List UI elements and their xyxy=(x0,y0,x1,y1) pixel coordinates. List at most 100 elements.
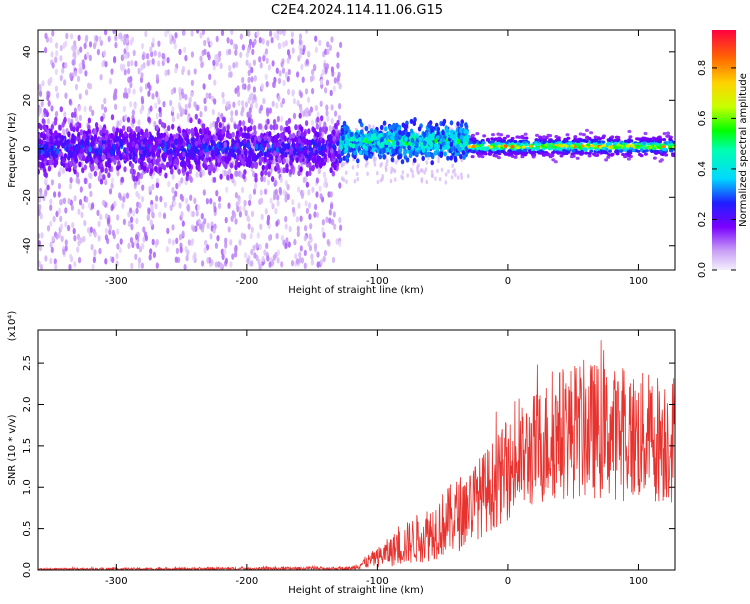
heatmap-cell xyxy=(289,159,293,166)
heatmap-cell xyxy=(102,174,106,181)
heatmap-cell xyxy=(177,168,181,175)
heatmap-cell xyxy=(372,134,377,140)
heatmap-cell xyxy=(212,139,216,146)
heatmap-cell xyxy=(65,162,69,169)
heatmap-cell xyxy=(230,215,234,223)
heatmap-cell xyxy=(433,150,438,156)
heatmap-cell xyxy=(124,53,128,60)
heatmap-cell xyxy=(217,111,221,119)
heatmap-cell xyxy=(309,75,313,83)
heatmap-cell xyxy=(404,123,409,130)
heatmap-cell xyxy=(300,63,304,71)
heatmap-cell xyxy=(303,130,307,137)
heatmap-cell xyxy=(339,224,343,231)
heatmap-cell xyxy=(353,150,357,156)
heatmap-cell xyxy=(65,32,69,40)
heatmap-cell xyxy=(325,109,329,117)
heatmap-cell xyxy=(606,141,611,145)
heatmap-cell xyxy=(284,215,288,223)
heatmap-cell xyxy=(189,117,193,124)
heatmap-cell xyxy=(69,177,73,184)
heatmap-cell xyxy=(306,50,311,57)
heatmap-cell xyxy=(206,257,210,264)
heatmap-cell xyxy=(285,120,289,127)
heatmap-cell xyxy=(147,207,151,215)
heatmap-cell xyxy=(297,130,301,137)
heatmap-cell xyxy=(171,106,175,113)
heatmap-cell xyxy=(439,151,444,157)
heatmap-cell xyxy=(134,253,138,260)
heatmap-cell xyxy=(430,169,434,175)
heatmap-cell xyxy=(314,203,318,211)
heatmap-cell xyxy=(44,143,49,150)
heatmap-cell xyxy=(278,70,282,77)
heatmap-cell xyxy=(118,32,122,40)
heatmap-cell xyxy=(308,170,312,177)
heatmap-cell xyxy=(39,124,43,131)
heatmap-cell xyxy=(170,88,174,96)
heatmap-cell xyxy=(331,170,335,177)
heatmap-cell xyxy=(400,174,403,179)
heatmap-cell xyxy=(296,149,301,155)
heatmap-cell xyxy=(155,74,159,81)
heatmap-cell xyxy=(140,129,144,136)
heatmap-cell xyxy=(214,261,218,268)
heatmap-cell xyxy=(77,136,81,143)
heatmap-cell xyxy=(210,150,215,157)
heatmap-cell xyxy=(216,235,220,242)
heatmap-cell xyxy=(339,145,344,151)
heatmap-cell xyxy=(440,167,444,172)
heatmap-cell xyxy=(269,124,273,131)
heatmap-cell xyxy=(464,122,468,128)
heatmap-cell xyxy=(311,87,315,95)
heatmap-cell xyxy=(236,85,240,92)
heatmap-cell xyxy=(298,112,302,119)
heatmap-cell xyxy=(333,77,337,84)
heatmap-cell xyxy=(314,46,318,53)
heatmap-cell xyxy=(265,242,269,249)
heatmap-cell xyxy=(321,219,325,226)
heatmap-cell xyxy=(185,152,189,159)
heatmap-cell xyxy=(103,50,107,57)
heatmap-cell xyxy=(45,111,49,118)
heatmap-cell xyxy=(580,144,585,148)
heatmap-cell xyxy=(593,135,598,139)
heatmap-cell xyxy=(131,145,136,152)
heatmap-cell xyxy=(268,107,272,114)
heatmap-cell xyxy=(182,30,186,36)
heatmap-cell xyxy=(308,213,312,220)
heatmap-cell xyxy=(252,244,256,252)
heatmap-cell xyxy=(436,126,441,132)
heatmap-cell xyxy=(378,154,383,160)
heatmap-cell xyxy=(263,135,267,142)
heatmap-cell xyxy=(194,147,198,154)
heatmap-cell xyxy=(311,157,316,164)
heatmap-cell xyxy=(328,142,333,149)
heatmap-cell xyxy=(449,155,454,161)
heatmap-cell xyxy=(155,112,159,120)
heatmap-cell xyxy=(299,91,303,99)
heatmap-cell xyxy=(155,91,159,98)
heatmap-cell xyxy=(248,38,253,46)
heatmap-cell xyxy=(408,152,413,159)
heatmap-cell xyxy=(328,209,332,216)
heatmap-cell xyxy=(61,167,66,175)
heatmap-cell xyxy=(296,225,300,233)
heatmap-cell xyxy=(304,200,308,207)
heatmap-cell xyxy=(338,83,342,90)
heatmap-cell xyxy=(331,256,336,264)
heatmap-cell xyxy=(237,99,241,107)
heatmap-cell xyxy=(157,132,161,139)
heatmap-cell xyxy=(123,33,127,41)
heatmap-cell xyxy=(391,148,395,154)
heatmap-cell xyxy=(349,131,354,137)
heatmap-cell xyxy=(277,155,281,162)
heatmap-cell xyxy=(115,154,119,161)
heatmap-cell xyxy=(587,154,592,158)
heatmap-cell xyxy=(243,200,247,207)
heatmap-cell xyxy=(453,157,458,163)
heatmap-cell xyxy=(142,236,146,243)
heatmap-cell xyxy=(193,126,198,133)
heatmap-cell xyxy=(139,107,143,115)
heatmap-cell xyxy=(248,153,252,160)
